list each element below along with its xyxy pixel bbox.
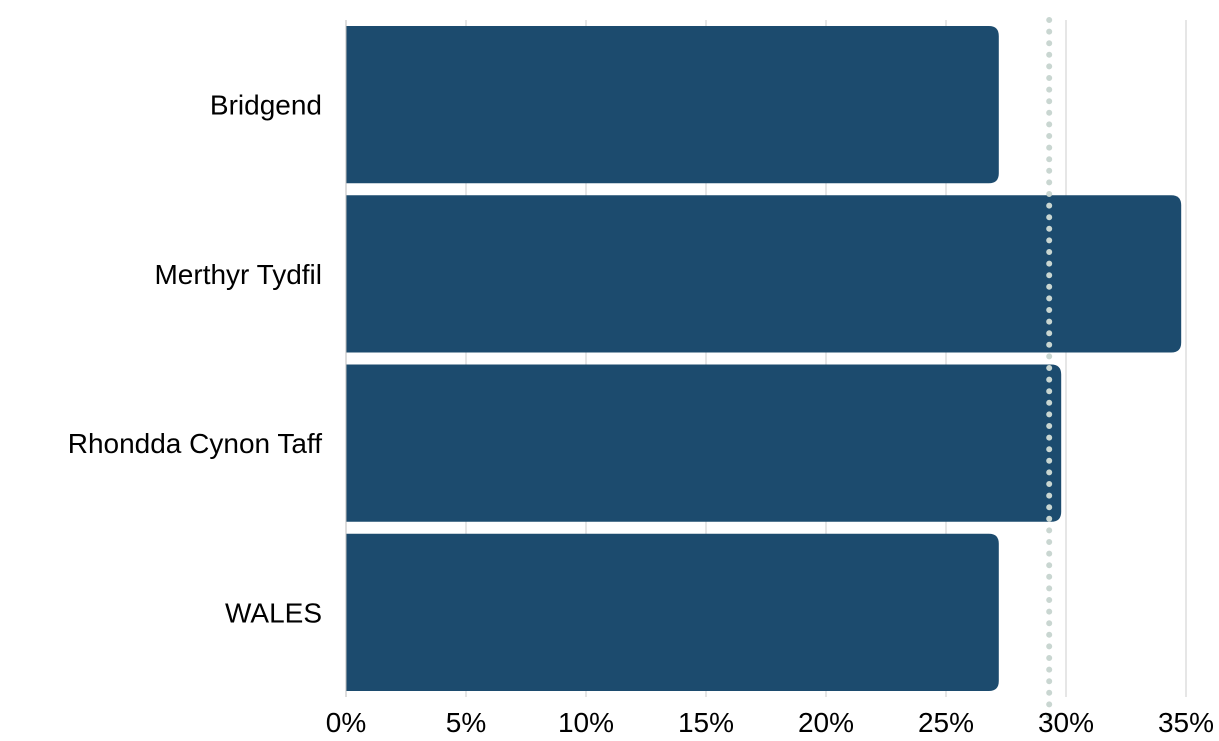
category-label: Rhondda Cynon Taff xyxy=(68,428,322,459)
category-labels: Bridgend Merthyr Tydfil Rhondda Cynon Taff… xyxy=(68,90,322,629)
bar-merthyr-tydfil xyxy=(346,195,1182,353)
category-label: Bridgend xyxy=(210,90,322,121)
bars xyxy=(346,26,1182,691)
x-tick-label: 5% xyxy=(446,707,486,738)
x-tick-label: 0% xyxy=(326,707,366,738)
bar-bridgend xyxy=(346,26,999,184)
category-label: WALES xyxy=(225,597,322,628)
x-tick-label: 10% xyxy=(558,707,614,738)
bar-wales xyxy=(346,533,999,691)
x-tick-label: 35% xyxy=(1158,707,1214,738)
x-tick-label: 20% xyxy=(798,707,854,738)
x-tick-labels: 0% 5% 10% 15% 20% 25% 30% 35% xyxy=(326,707,1214,738)
x-tick-label: 30% xyxy=(1038,707,1094,738)
x-tick-label: 15% xyxy=(678,707,734,738)
category-label: Merthyr Tydfil xyxy=(154,259,322,290)
bar-rhondda-cynon-taff xyxy=(346,364,1062,522)
x-tick-label: 25% xyxy=(918,707,974,738)
